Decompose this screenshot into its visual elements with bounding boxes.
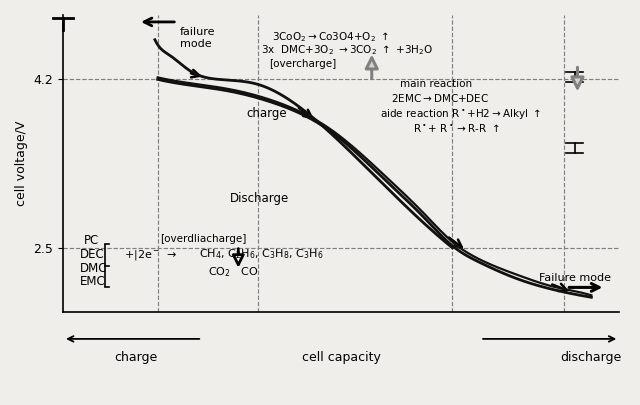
Text: CH$_4$, C$_2$H$_6$, C$_3$H$_8$, C$_3$H$_6$: CH$_4$, C$_2$H$_6$, C$_3$H$_8$, C$_3$H$_… (200, 248, 324, 262)
Text: PC: PC (84, 234, 100, 247)
Text: failure
mode: failure mode (180, 27, 216, 49)
Text: [overdliacharge]: [overdliacharge] (161, 234, 247, 244)
Text: cell capacity: cell capacity (301, 351, 381, 364)
Text: 3CoO$_2$$\rightarrow$Co3O4+O$_2$ $\uparrow$: 3CoO$_2$$\rightarrow$Co3O4+O$_2$ $\uparr… (271, 30, 388, 44)
Text: discharge: discharge (561, 351, 622, 364)
Text: Discharge: Discharge (230, 192, 289, 205)
Text: 3x  DMC+3O$_2$ $\rightarrow$3CO$_2$ $\uparrow$ +3H$_2$O: 3x DMC+3O$_2$ $\rightarrow$3CO$_2$ $\upa… (260, 44, 433, 58)
Y-axis label: cell voltage/V: cell voltage/V (15, 121, 28, 206)
Text: EMC: EMC (80, 275, 106, 288)
Text: charge: charge (246, 107, 287, 120)
Text: Failure mode: Failure mode (538, 273, 611, 283)
Text: DMC: DMC (80, 262, 108, 275)
Text: DEC: DEC (80, 248, 104, 261)
Text: R$^\bullet$+ R$^\bullet$$\rightarrow$R-R $\uparrow$: R$^\bullet$+ R$^\bullet$$\rightarrow$R-R… (413, 122, 500, 134)
Text: aide reaction R$^\bullet$+H2$\rightarrow$Alkyl $\uparrow$: aide reaction R$^\bullet$+H2$\rightarrow… (380, 107, 541, 121)
Text: 2EMC$\rightarrow$DMC+DEC: 2EMC$\rightarrow$DMC+DEC (391, 92, 490, 104)
Text: charge: charge (114, 351, 157, 364)
Text: CO$_2$   CO: CO$_2$ CO (208, 266, 258, 279)
Text: [overcharge]: [overcharge] (269, 60, 336, 70)
Text: +|2e$^-$ $\rightarrow$: +|2e$^-$ $\rightarrow$ (124, 248, 178, 262)
Text: main reaction: main reaction (399, 79, 472, 90)
